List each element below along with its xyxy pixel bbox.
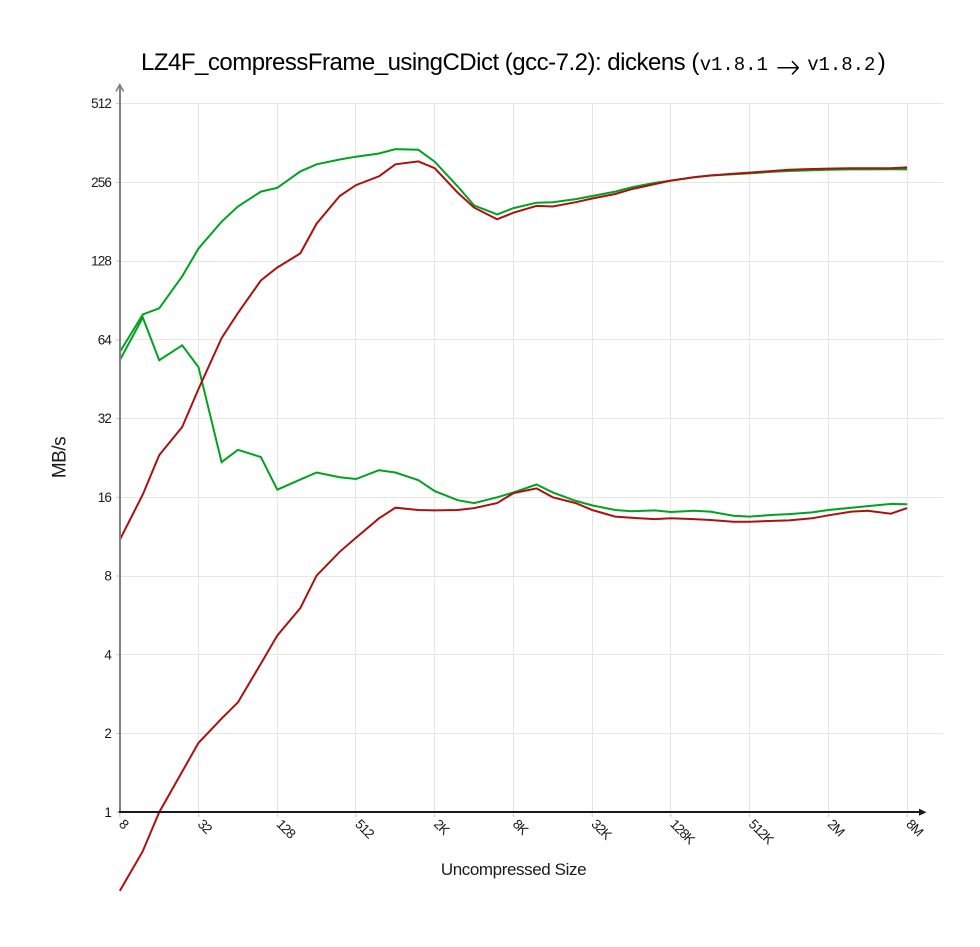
svg-text:8: 8 — [104, 569, 111, 584]
svg-text:v1.8.2: v1.8.2 — [807, 54, 875, 76]
svg-text:256: 256 — [91, 175, 111, 190]
svg-text:LZ4F_compressFrame_usingCDict: LZ4F_compressFrame_usingCDict (gcc-7.2):… — [141, 49, 699, 76]
svg-text:v1.8.1: v1.8.1 — [700, 54, 768, 76]
svg-text:128: 128 — [91, 254, 111, 269]
svg-text:32: 32 — [98, 411, 112, 426]
svg-text:Uncompressed Size: Uncompressed Size — [441, 860, 586, 879]
svg-text:MB/s: MB/s — [50, 437, 71, 478]
svg-text:): ) — [878, 49, 886, 76]
svg-text:64: 64 — [98, 332, 113, 347]
svg-text:2: 2 — [104, 726, 111, 741]
svg-text:4: 4 — [104, 647, 112, 662]
svg-text:16: 16 — [98, 490, 112, 505]
svg-text:1: 1 — [104, 805, 111, 820]
svg-text:512: 512 — [91, 96, 111, 111]
